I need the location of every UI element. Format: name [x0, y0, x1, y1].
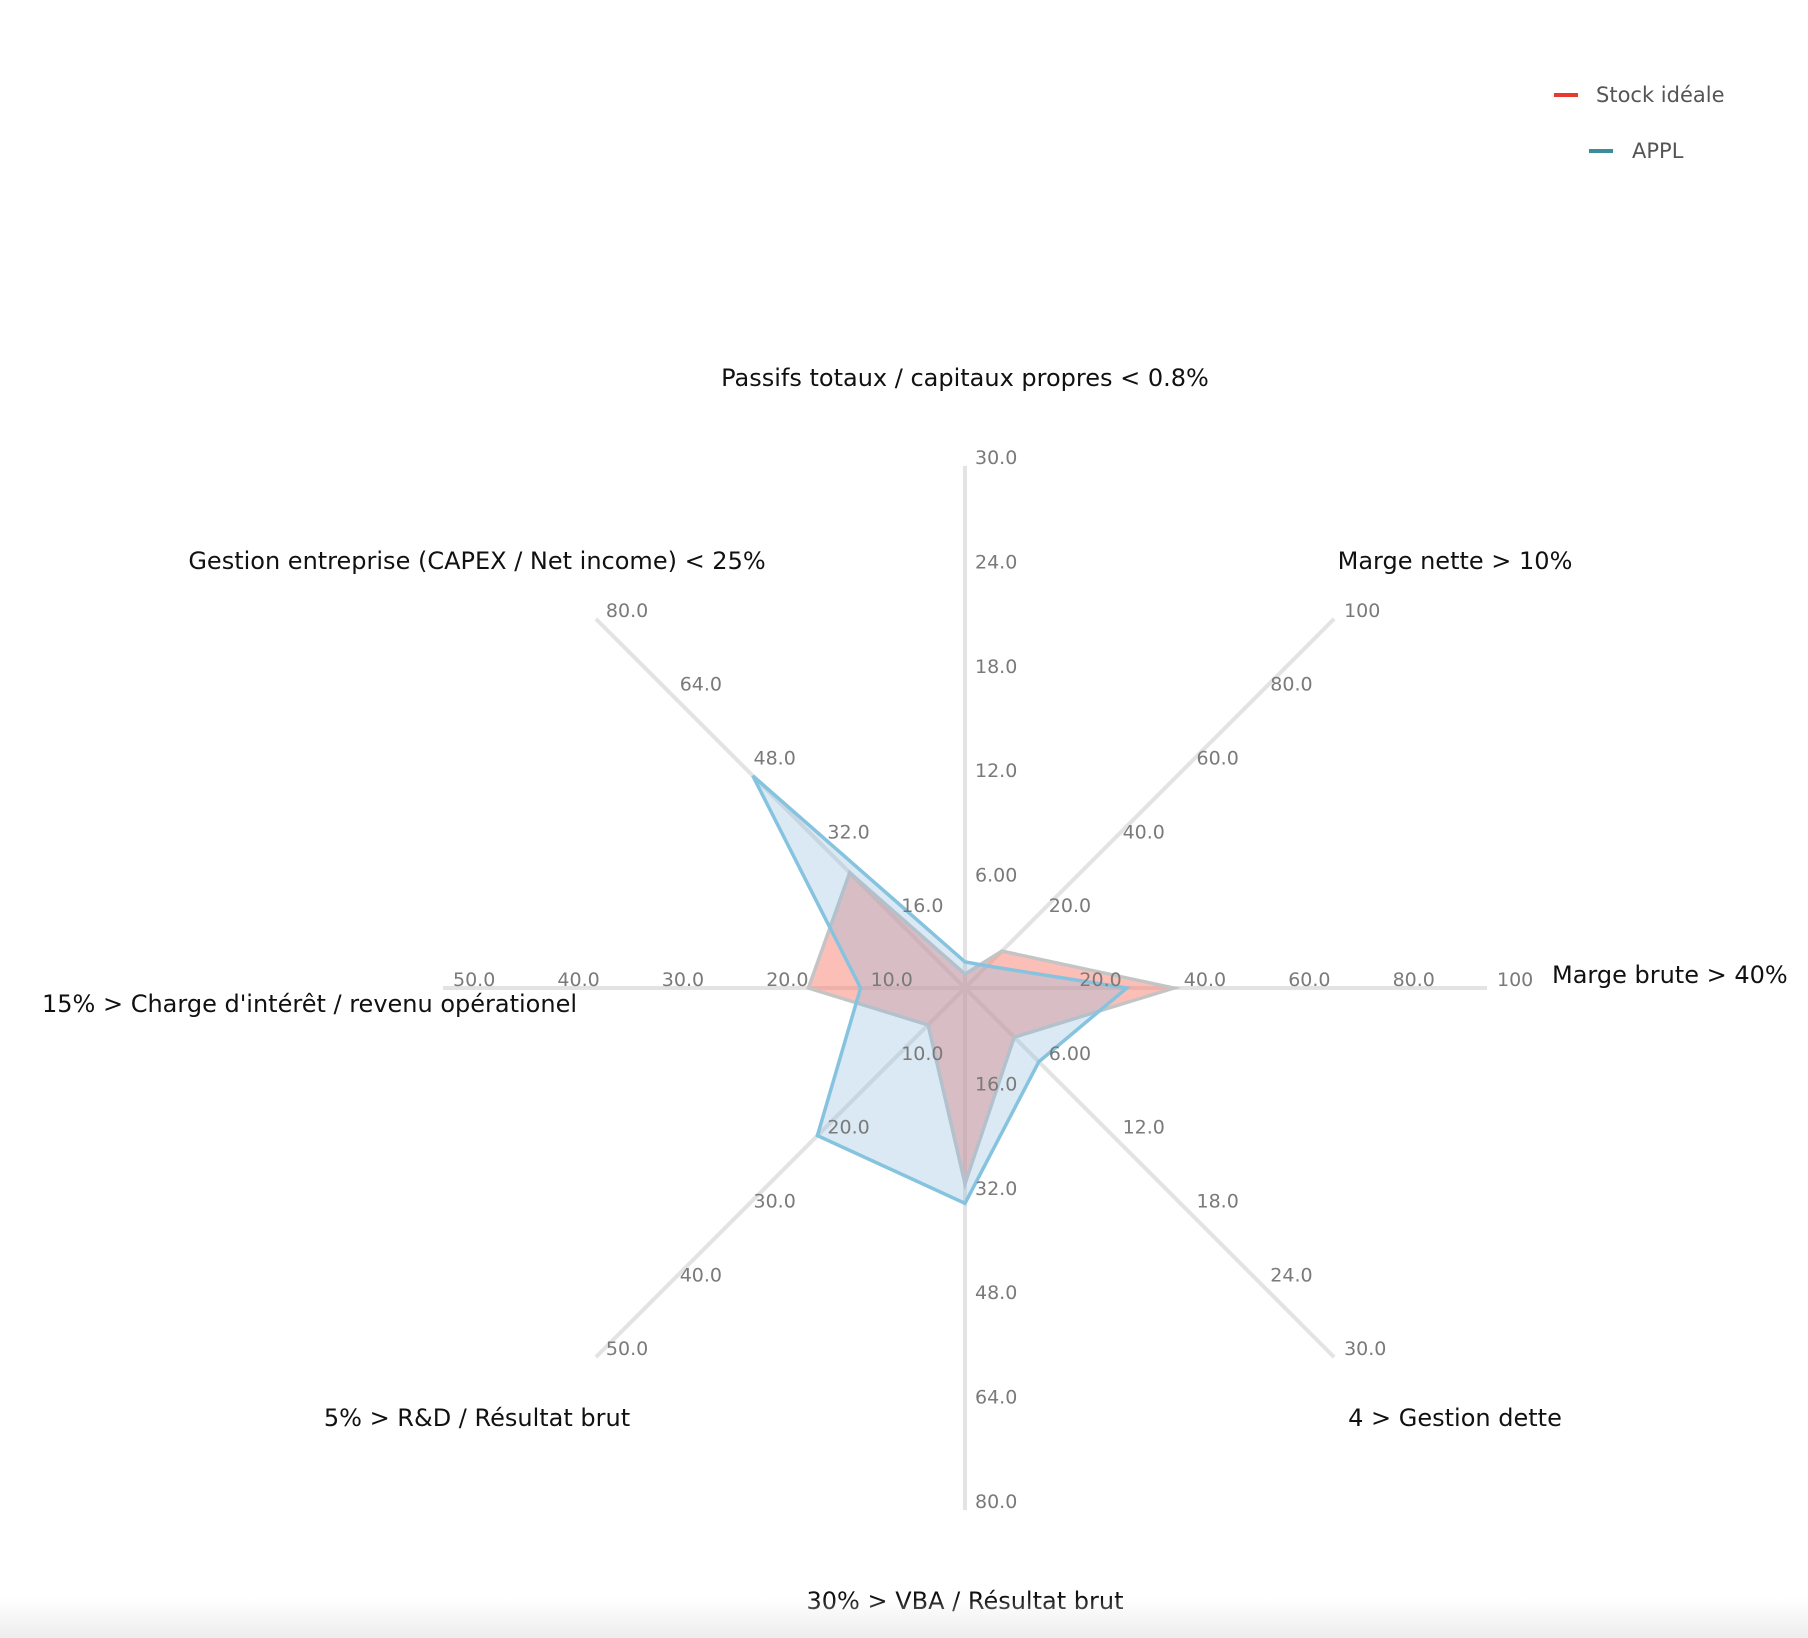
tick-label-axis4-2: 12.0 — [1123, 1117, 1165, 1139]
tick-label-axis6-4: 40.0 — [680, 1264, 722, 1286]
series-area-appl — [751, 774, 1131, 1206]
legend-label-stock-ideale: Stock idéale — [1596, 83, 1725, 107]
tick-label-axis1-4: 24.0 — [975, 551, 1017, 573]
tick-label-axis2-4: 80.0 — [1270, 674, 1312, 696]
tick-label-axis6-2: 20.0 — [827, 1117, 869, 1139]
tick-label-axis8-4: 64.0 — [680, 674, 722, 696]
tick-label-axis6-1: 10.0 — [901, 1043, 943, 1065]
tick-label-axis7-3: 30.0 — [662, 969, 704, 991]
tick-label-axis5-3: 48.0 — [975, 1282, 1017, 1304]
tick-label-axis3-2: 40.0 — [1184, 969, 1226, 991]
tick-label-axis1-1: 6.00 — [975, 865, 1017, 887]
legend[interactable]: Stock idéale APPL — [1554, 83, 1725, 163]
legend-item-stock-ideale[interactable]: Stock idéale — [1554, 83, 1725, 107]
series-area-stock-ideale — [806, 869, 1181, 1191]
axis-title-4: 4 > Gestion dette — [1348, 1404, 1562, 1432]
tick-label-axis6-5: 50.0 — [606, 1338, 648, 1360]
axis-line-4 — [963, 986, 1336, 1359]
tick-label-axis4-5: 30.0 — [1344, 1338, 1386, 1360]
tick-label-axis2-5: 100 — [1344, 600, 1380, 622]
tick-label-axis8-1: 16.0 — [901, 895, 943, 917]
tick-label-axis1-3: 18.0 — [975, 656, 1017, 678]
legend-item-appl[interactable]: APPL — [1589, 139, 1684, 163]
tick-label-axis5-2: 32.0 — [975, 1178, 1017, 1200]
tick-label-axis8-3: 48.0 — [754, 748, 796, 770]
bottom-shade — [0, 1598, 1808, 1638]
tick-label-axis3-3: 60.0 — [1288, 969, 1330, 991]
tick-label-axis3-5: 100 — [1497, 969, 1533, 991]
axis-title-1: Passifs totaux / capitaux propres < 0.8% — [721, 364, 1209, 392]
tick-label-axis8-5: 80.0 — [606, 600, 648, 622]
tick-label-axis7-5: 50.0 — [453, 969, 495, 991]
radar-tick-labels: 6.00 12.0 18.0 24.0 30.0 20.0 40.0 60.0 80.0 100 2… — [453, 447, 1533, 1513]
tick-label-axis2-3: 60.0 — [1197, 748, 1239, 770]
axis-line-2 — [963, 617, 1336, 990]
radar-series — [751, 774, 1181, 1206]
tick-label-axis5-5: 80.0 — [975, 1491, 1017, 1513]
axis-line-6 — [594, 986, 967, 1359]
legend-label-appl: APPL — [1632, 139, 1684, 163]
axis-title-8: Gestion entreprise (CAPEX / Net income) … — [188, 547, 765, 575]
tick-label-axis3-1: 20.0 — [1079, 969, 1121, 991]
tick-label-axis1-2: 12.0 — [975, 760, 1017, 782]
axis-title-6: 5% > R&D / Résultat brut — [324, 1404, 630, 1432]
tick-label-axis1-5: 30.0 — [975, 447, 1017, 469]
tick-label-axis5-1: 16.0 — [975, 1073, 1017, 1095]
axis-title-2: Marge nette > 10% — [1338, 547, 1573, 575]
tick-label-axis2-1: 20.0 — [1049, 895, 1091, 917]
tick-label-axis7-2: 20.0 — [766, 969, 808, 991]
tick-label-axis7-1: 10.0 — [871, 969, 913, 991]
tick-label-axis4-1: 6.00 — [1049, 1043, 1091, 1065]
tick-label-axis4-4: 24.0 — [1270, 1264, 1312, 1286]
axis-title-7: 15% > Charge d'intérêt / revenu opératio… — [42, 990, 577, 1018]
tick-label-axis7-4: 40.0 — [557, 969, 599, 991]
axis-title-3: Marge brute > 40% — [1552, 961, 1788, 989]
tick-label-axis2-2: 40.0 — [1123, 821, 1165, 843]
tick-label-axis8-2: 32.0 — [827, 821, 869, 843]
tick-label-axis3-4: 80.0 — [1393, 969, 1435, 991]
tick-label-axis6-3: 30.0 — [754, 1191, 796, 1213]
tick-label-axis5-4: 64.0 — [975, 1387, 1017, 1409]
tick-label-axis4-3: 18.0 — [1197, 1191, 1239, 1213]
